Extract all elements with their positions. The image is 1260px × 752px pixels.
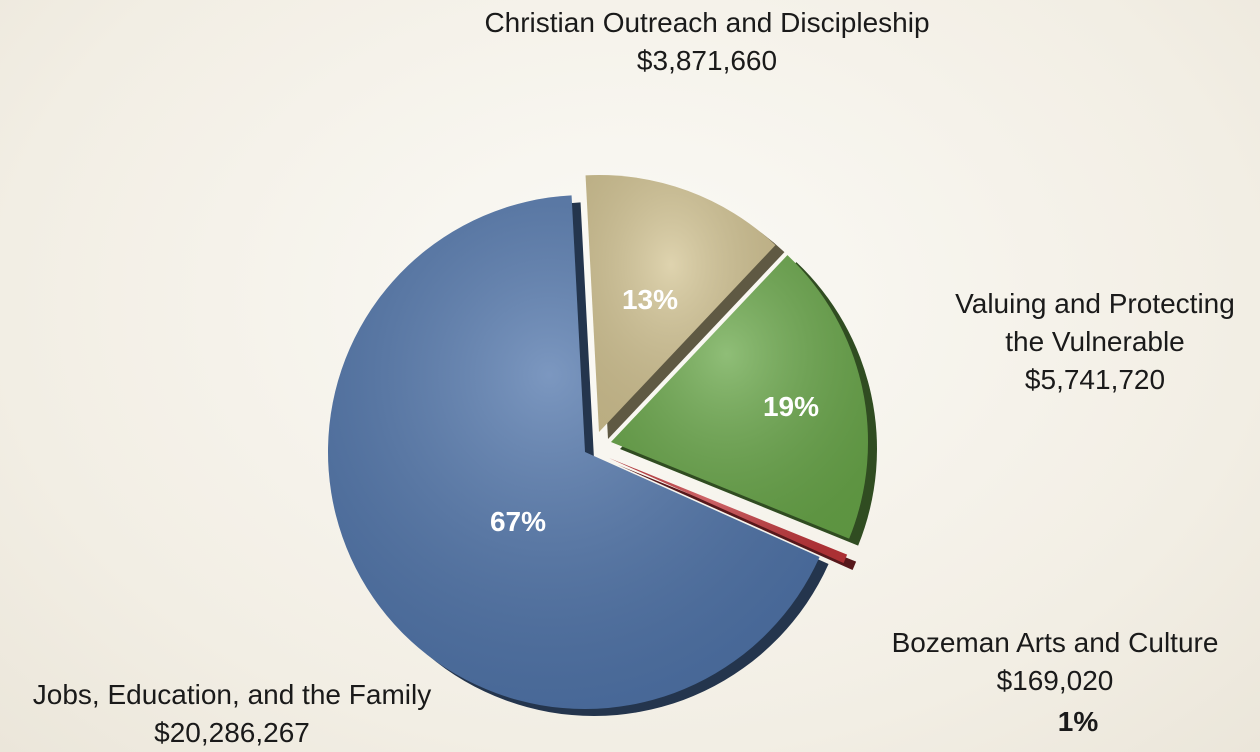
slice-name: Christian Outreach and Discipleship — [484, 7, 930, 38]
percent-label: 67% — [489, 506, 547, 537]
wedge-shine — [328, 195, 820, 710]
slice-label: Bozeman Arts and Culture $169,020 — [860, 624, 1250, 700]
wedge-shine — [585, 175, 776, 432]
slice-amount: $3,871,660 — [636, 45, 778, 76]
wedge-edge — [618, 465, 857, 571]
percent-label: 19% — [762, 391, 820, 422]
slice-amount: $169,020 — [996, 665, 1114, 696]
wedge-group — [609, 458, 848, 564]
wedge-group — [328, 195, 820, 710]
slice-label: Valuing and Protecting the Vulnerable $5,… — [935, 285, 1255, 399]
wedge-group — [611, 255, 868, 539]
slice-name: Jobs, Education, and the Family — [32, 679, 432, 710]
slice-name: Bozeman Arts and Culture — [891, 627, 1219, 658]
slice-amount: $20,286,267 — [154, 717, 310, 748]
slice-amount: $5,741,720 — [1024, 364, 1166, 395]
slice-label: Christian Outreach and Discipleship $3,87… — [457, 4, 957, 80]
slice-name: Valuing and Protecting the Vulnerable — [955, 288, 1235, 357]
slice-label: Jobs, Education, and the Family $20,286,2… — [0, 676, 464, 752]
percent-label: 13% — [621, 284, 679, 315]
wedge-shine — [609, 458, 848, 564]
percent-label: 1% — [1057, 706, 1099, 737]
wedge-shine — [611, 255, 868, 539]
wedge-group — [585, 175, 776, 432]
